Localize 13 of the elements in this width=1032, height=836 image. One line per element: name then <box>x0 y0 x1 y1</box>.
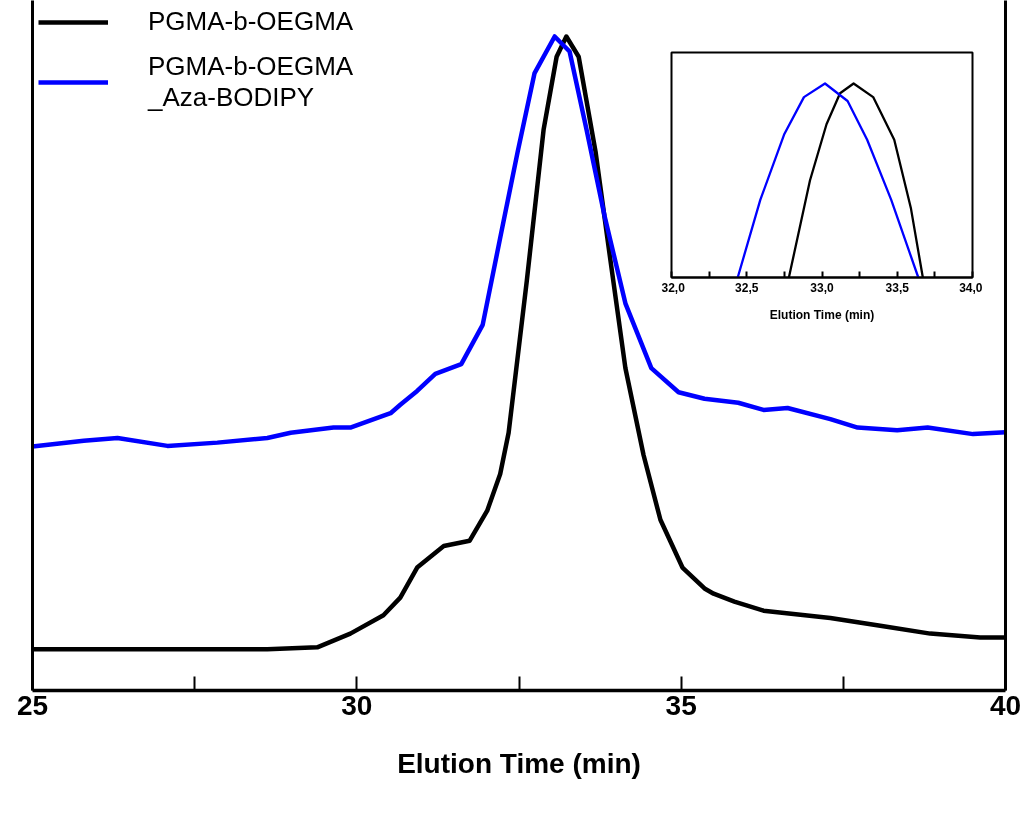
x-tick-label: 33,5 <box>885 280 910 295</box>
x-tick-label: 35 <box>665 689 697 721</box>
x-tick-label: 30 <box>341 689 373 721</box>
x-tick-label: 34,0 <box>959 280 983 295</box>
x-tick-label: 33,0 <box>810 280 834 295</box>
x-tick-label: 32,0 <box>661 280 686 295</box>
x-axis-title: Elution Time (min) <box>769 307 875 322</box>
x-tick-label: 25 <box>16 689 49 721</box>
x-tick-label: 32,5 <box>735 280 759 295</box>
legend-label: PGMA-b-OEGMA <box>148 6 354 37</box>
legend-label: PGMA-b-OEGMA _Aza-BODIPY <box>148 51 354 113</box>
x-tick-label: 40 <box>989 689 1022 721</box>
x-axis-title: Elution Time (min) <box>397 747 641 779</box>
